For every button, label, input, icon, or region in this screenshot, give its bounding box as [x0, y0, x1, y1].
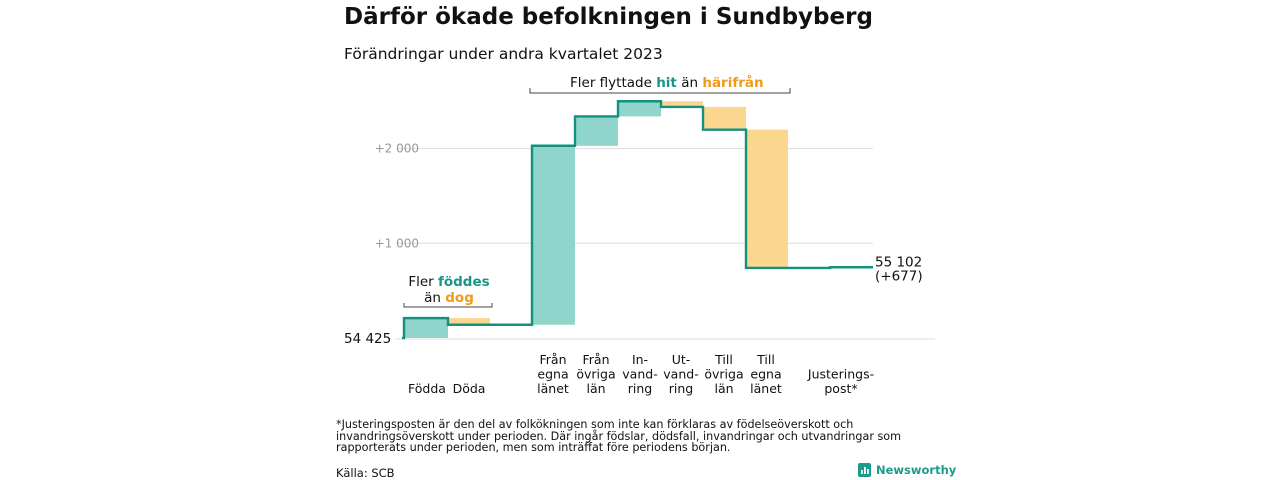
brand-name: Newsworthy [876, 463, 957, 477]
x-category-label: Födda [408, 381, 446, 396]
x-category-label: Till övriga län [704, 352, 743, 396]
end-value-label: 55 102 [875, 254, 922, 270]
annotation-top: Fler flyttade hit än härifrån [570, 75, 764, 91]
waterfall-bar [703, 106, 746, 130]
chart-title: Därför ökade befolkningen i Sundbyberg [344, 4, 873, 30]
x-category-label: Justerings-post* [807, 367, 874, 397]
waterfall-bar [661, 101, 703, 107]
waterfall-bar [618, 101, 661, 117]
annotation-top-harifran: härifrån [702, 75, 764, 91]
y-tick-label: +1 000 [375, 236, 419, 250]
waterfall-bar [532, 145, 575, 325]
source-label: Källa: SCB [336, 466, 395, 480]
annotation-left-dog: dog [445, 290, 474, 306]
annotation-left: Fler föddes än dog [404, 274, 494, 306]
x-category-label: In-vand-ring [622, 352, 657, 396]
waterfall-bar [575, 116, 618, 146]
cumulative-step-line [402, 100, 873, 340]
x-category-label: Till egna länet [750, 352, 782, 396]
annotation-left-mid: än [424, 290, 441, 306]
x-category-label: Från egna länet [537, 352, 569, 396]
annotation-top-hit: hit [656, 75, 677, 91]
waterfall-bar [746, 129, 788, 268]
annotation-left-bracket [403, 303, 493, 308]
x-category-label: Från övriga län [576, 352, 615, 396]
bar-chart-icon [858, 463, 871, 477]
annotation-top-bracket [529, 88, 791, 94]
x-category-label: Ut-vand-ring [663, 352, 698, 396]
footnote: *Justeringsposten är den del av folkökni… [336, 418, 902, 454]
annotation-top-prefix: Fler flyttade [570, 75, 652, 91]
annotation-left-fodde: föddes [438, 274, 490, 290]
end-change-label: (+677) [875, 268, 923, 284]
chart-subtitle: Förändringar under andra kvartalet 2023 [344, 45, 663, 63]
start-value-label: 54 425 [344, 331, 391, 347]
annotation-top-mid: än [681, 75, 699, 91]
brand-logo: Newsworthy [858, 463, 956, 477]
x-category-label: Döda [453, 381, 486, 396]
waterfall-bar [448, 318, 490, 325]
waterfall-bar [404, 318, 448, 338]
y-tick-label: +2 000 [375, 142, 419, 156]
annotation-left-prefix: Fler [408, 274, 434, 290]
